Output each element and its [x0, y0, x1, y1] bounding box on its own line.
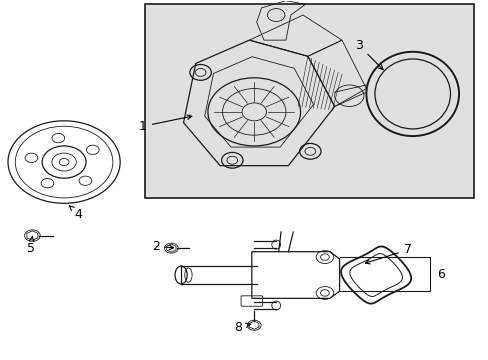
Text: 4: 4: [69, 206, 82, 221]
Text: 2: 2: [151, 240, 173, 253]
Text: 6: 6: [436, 268, 444, 281]
Text: 7: 7: [365, 243, 411, 264]
Text: 3: 3: [354, 39, 382, 69]
Text: 1: 1: [139, 115, 191, 133]
Bar: [144, 4, 473, 198]
Text: 8: 8: [234, 320, 250, 333]
Text: 5: 5: [27, 236, 35, 255]
